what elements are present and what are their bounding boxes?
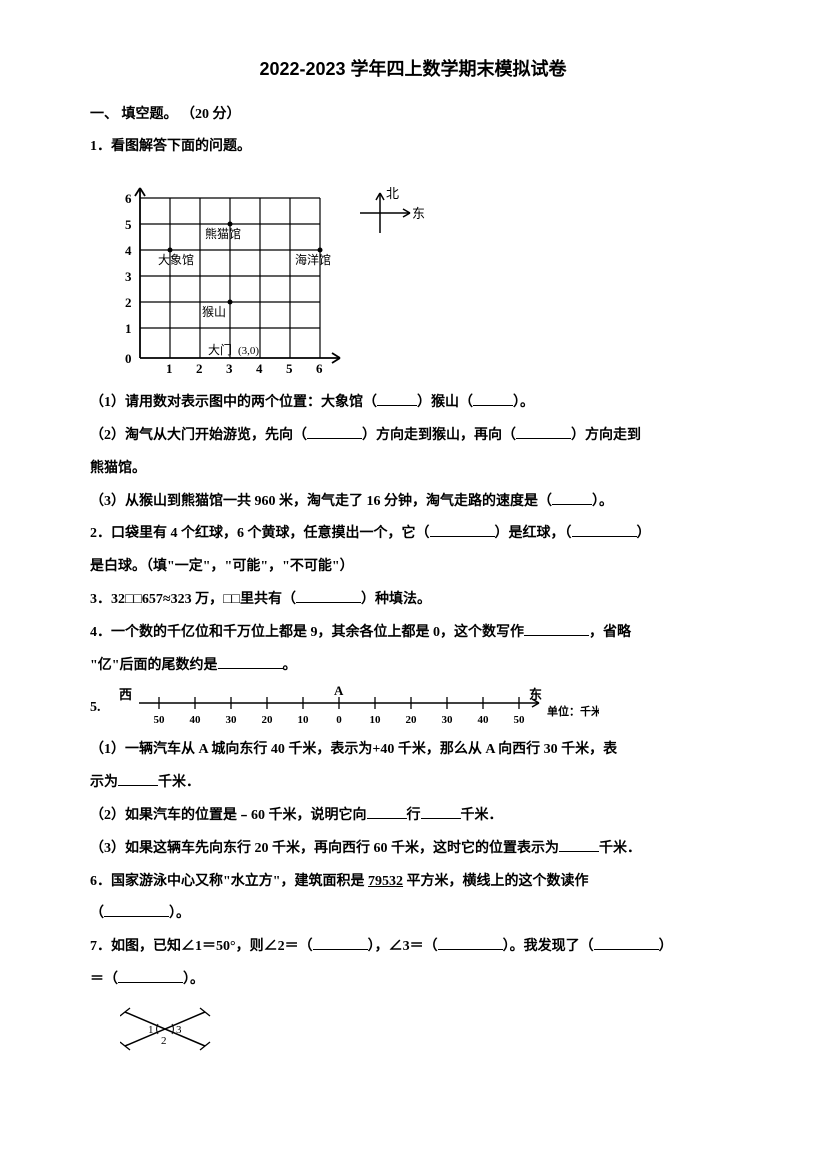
q5-sub3-a: （3）如果这辆车先向东行 20 千米，再向西行 60 千米，这时它的位置表示为 xyxy=(90,841,559,856)
q1-sub2-a: （2）淘气从大门开始游览，先向（ xyxy=(90,428,307,443)
svg-text:50: 50 xyxy=(513,714,525,726)
q6: 6．国家游泳中心又称"水立方"，建筑面积是 79532 平方米，横线上的这个数读… xyxy=(90,867,736,898)
q5-sub2: （2）如果汽车的位置是﹣60 千米，说明它向 行 千米． xyxy=(90,801,736,832)
svg-text:3: 3 xyxy=(226,361,233,376)
q5-sub2-c: 千米． xyxy=(461,808,503,823)
q4-line2: "亿"后面的尾数约是 。 xyxy=(90,651,736,682)
svg-text:0: 0 xyxy=(125,351,132,366)
q3: 3．32□□657≈323 万，□□里共有（ ）种填法。 xyxy=(90,585,736,616)
q4-a: 4．一个数的千亿位和千万位上都是 9，其余各位上都是 0，这个数写作 xyxy=(90,625,524,640)
q7-e: ＝（ xyxy=(90,972,118,987)
q7-d: ） xyxy=(659,939,673,954)
svg-text:1: 1 xyxy=(125,321,132,336)
q2-a: 2．口袋里有 4 个红球，6 个黄球，任意摸出一个，它（ xyxy=(90,526,430,541)
svg-text:北: 北 xyxy=(386,186,399,201)
q3-a: 3．32□□657≈323 万，□□里共有（ xyxy=(90,592,296,607)
q1-sub3-b: ）。 xyxy=(592,494,613,509)
svg-text:2: 2 xyxy=(161,1035,167,1047)
q1-sub1-b: ）猴山（ xyxy=(417,395,473,410)
q1-sub2-b: ）方向走到猴山，再向（ xyxy=(362,428,516,443)
svg-text:大门: 大门 xyxy=(208,342,232,357)
q6-num: 79532 xyxy=(368,874,403,889)
svg-text:20: 20 xyxy=(261,714,273,726)
q7-b: ），∠3＝（ xyxy=(368,939,438,954)
svg-text:6: 6 xyxy=(316,361,323,376)
q2-c: ） xyxy=(637,526,651,541)
q1-sub2-line2: 熊猫馆。 xyxy=(90,454,736,485)
svg-text:10: 10 xyxy=(369,714,381,726)
q5-sub1: （1）一辆汽车从 A 城向东行 40 千米，表示为+40 千米，那么从 A 向西… xyxy=(90,735,736,766)
exam-title: 2022-2023 学年四上数学期末模拟试卷 xyxy=(90,50,736,90)
q1-grid-chart: 6 5 4 3 2 1 0 1 2 3 4 5 6 熊猫馆 大象馆 海洋馆 猴山… xyxy=(110,178,736,378)
svg-text:40: 40 xyxy=(189,714,201,726)
q6-a: 6．国家游泳中心又称"水立方"，建筑面积是 xyxy=(90,874,368,889)
q1-sub2: （2）淘气从大门开始游览，先向（ ）方向走到猴山，再向（ ）方向走到 xyxy=(90,421,736,452)
section-1-header: 一、 填空题。 （20 分） xyxy=(90,100,736,131)
svg-text:3: 3 xyxy=(176,1024,182,1036)
q7-a: 7．如图，已知∠1＝50°，则∠2＝（ xyxy=(90,939,313,954)
q2-b: ）是红球，（ xyxy=(495,526,572,541)
svg-text:A: A xyxy=(334,683,344,698)
q1-sub3-a: （3）从猴山到熊猫馆一共 960 米，淘气走了 16 分钟，淘气走路的速度是（ xyxy=(90,494,552,509)
q2-line2: 是白球。（填"一定"，"可能"，"不可能"） xyxy=(90,552,736,583)
q4: 4．一个数的千亿位和千万位上都是 9，其余各位上都是 0，这个数写作 ，省略 xyxy=(90,618,736,649)
svg-text:0: 0 xyxy=(336,714,342,726)
q1-sub3: （3）从猴山到熊猫馆一共 960 米，淘气走了 16 分钟，淘气走路的速度是（ ）… xyxy=(90,487,736,518)
q6-d: ）。 xyxy=(169,906,190,921)
q5-sub1-line2: 示为 千米． xyxy=(90,768,736,799)
q7: 7．如图，已知∠1＝50°，则∠2＝（ ），∠3＝（ ）。我发现了（ ） xyxy=(90,932,736,963)
q5-sub3: （3）如果这辆车先向东行 20 千米，再向西行 60 千米，这时它的位置表示为 千… xyxy=(90,834,736,865)
svg-text:海洋馆: 海洋馆 xyxy=(295,252,331,267)
q4-c: "亿"后面的尾数约是 xyxy=(90,658,218,673)
q7-f: ）。 xyxy=(183,972,204,987)
q7-line2: ＝（ ）。 xyxy=(90,965,736,996)
svg-text:猴山: 猴山 xyxy=(202,305,226,319)
svg-text:(3,0): (3,0) xyxy=(238,345,259,357)
q7-c: ）。我发现了（ xyxy=(503,939,594,954)
svg-text:4: 4 xyxy=(125,243,132,258)
q6-c: （ xyxy=(90,906,104,921)
q5-sub2-a: （2）如果汽车的位置是﹣60 千米，说明它向 xyxy=(90,808,367,823)
svg-text:1: 1 xyxy=(166,361,173,376)
q1-header: 1．看图解答下面的问题。 xyxy=(90,132,736,163)
svg-text:5: 5 xyxy=(125,217,132,232)
q4-b: ，省略 xyxy=(589,625,631,640)
svg-text:10: 10 xyxy=(297,714,309,726)
svg-text:西: 西 xyxy=(119,687,132,702)
q7-angle-diagram: 1 2 3 xyxy=(120,1004,736,1054)
q5-sub2-b: 行 xyxy=(407,808,421,823)
q5: 5. 西 A 东 50 40 30 20 10 0 10 2 xyxy=(90,683,736,733)
q5-prefix: 5. xyxy=(90,693,101,724)
q5-sub1-c: 千米． xyxy=(158,775,200,790)
svg-text:大象馆: 大象馆 xyxy=(158,252,194,267)
svg-text:5: 5 xyxy=(286,361,293,376)
svg-text:4: 4 xyxy=(256,361,263,376)
q5-sub1-b: 示为 xyxy=(90,775,118,790)
svg-text:6: 6 xyxy=(125,191,132,206)
q1-sub2-c: ）方向走到 xyxy=(571,428,641,443)
svg-text:40: 40 xyxy=(477,714,489,726)
svg-text:2: 2 xyxy=(125,295,132,310)
svg-text:东: 东 xyxy=(412,206,425,221)
svg-text:30: 30 xyxy=(225,714,237,726)
q5-numberline: 西 A 东 50 40 30 20 10 0 10 20 30 xyxy=(109,683,599,733)
q3-b: ）种填法。 xyxy=(361,592,431,607)
q2: 2．口袋里有 4 个红球，6 个黄球，任意摸出一个，它（ ）是红球，（ ） xyxy=(90,519,736,550)
q1-sub1: （1）请用数对表示图中的两个位置：大象馆（ ）猴山（ ）。 xyxy=(90,388,736,419)
q6-line2: （ ）。 xyxy=(90,899,736,930)
q5-sub3-b: 千米． xyxy=(599,841,641,856)
q1-sub1-a: （1）请用数对表示图中的两个位置：大象馆（ xyxy=(90,395,377,410)
svg-text:30: 30 xyxy=(441,714,453,726)
q1-sub1-c: ）。 xyxy=(513,395,534,410)
svg-text:3: 3 xyxy=(125,269,132,284)
svg-text:1: 1 xyxy=(148,1024,154,1036)
svg-text:东: 东 xyxy=(529,687,542,702)
svg-text:单位：千米: 单位：千米 xyxy=(547,704,599,718)
q6-b: 平方米，横线上的这个数读作 xyxy=(403,874,589,889)
svg-text:2: 2 xyxy=(196,361,203,376)
svg-text:熊猫馆: 熊猫馆 xyxy=(205,226,241,241)
svg-text:20: 20 xyxy=(405,714,417,726)
svg-text:50: 50 xyxy=(153,714,165,726)
q4-d: 。 xyxy=(283,658,297,673)
